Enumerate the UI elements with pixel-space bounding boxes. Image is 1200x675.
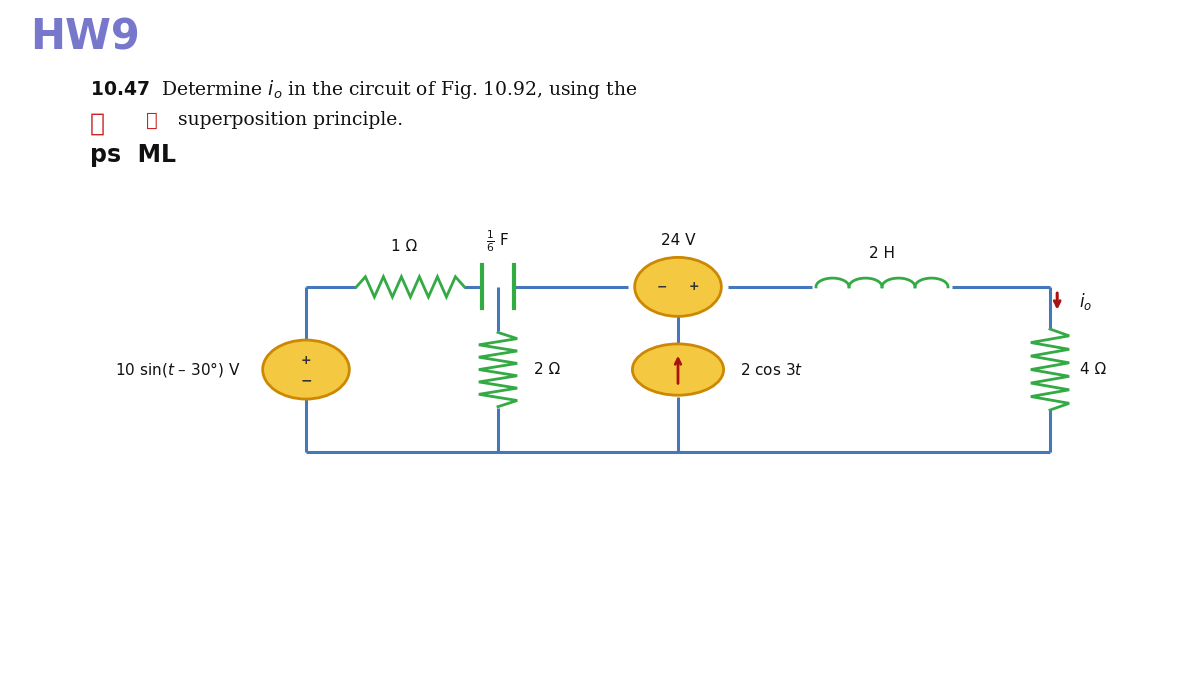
- Ellipse shape: [263, 340, 349, 399]
- Text: $\frac{1}{6}$ F: $\frac{1}{6}$ F: [486, 229, 510, 254]
- Text: 2 H: 2 H: [869, 246, 895, 261]
- Text: superposition principle.: superposition principle.: [172, 111, 403, 130]
- Text: 2 Ω: 2 Ω: [534, 362, 560, 377]
- Text: +: +: [301, 354, 311, 367]
- Text: $i_o$: $i_o$: [1079, 291, 1092, 312]
- Text: −: −: [300, 373, 312, 387]
- Text: $\mathbf{10.47}$  Determine $i_o$ in the circuit of Fig. 10.92, using the: $\mathbf{10.47}$ Determine $i_o$ in the …: [90, 78, 637, 101]
- Circle shape: [632, 344, 724, 395]
- Text: 24 V: 24 V: [661, 233, 695, 248]
- Text: 1 Ω: 1 Ω: [391, 240, 418, 254]
- Text: 10 sin($t$ – 30°) V: 10 sin($t$ – 30°) V: [114, 360, 240, 379]
- Text: +: +: [689, 280, 700, 294]
- Text: ➕: ➕: [146, 111, 158, 130]
- Text: 2 cos 3$t$: 2 cos 3$t$: [740, 362, 804, 377]
- Text: HW9: HW9: [30, 17, 139, 59]
- Text: 4 Ω: 4 Ω: [1080, 362, 1106, 377]
- Text: −: −: [656, 280, 667, 294]
- Text: ps  ML: ps ML: [90, 143, 176, 167]
- Text: 🔥: 🔥: [90, 111, 106, 136]
- Ellipse shape: [635, 257, 721, 317]
